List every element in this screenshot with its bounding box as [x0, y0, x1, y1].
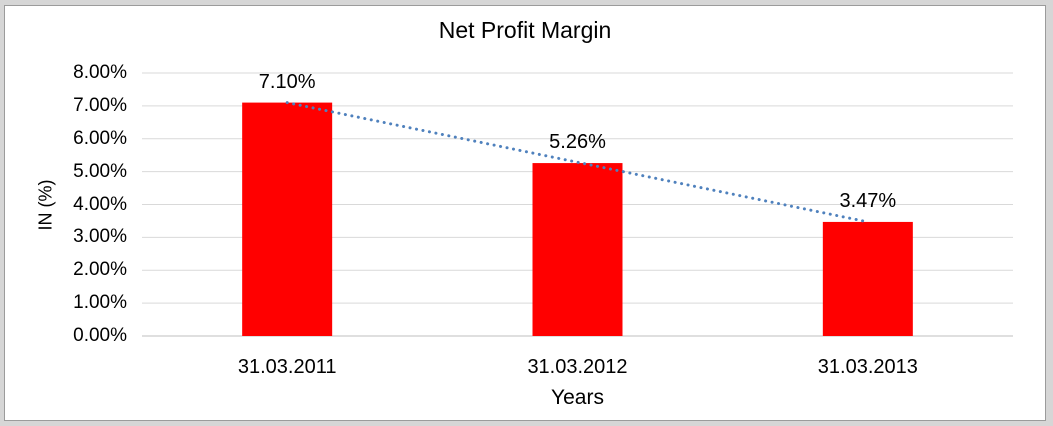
chart-title: Net Profit Margin: [438, 17, 612, 43]
y-tick-label: 5.00%: [73, 160, 127, 182]
x-axis-title: Years: [551, 386, 604, 409]
data-label: 7.10%: [258, 70, 316, 93]
x-tick-label: 31.03.2013: [817, 356, 918, 378]
y-tick-label: 6.00%: [73, 127, 127, 149]
plot-area: [142, 72, 1013, 337]
data-label: 5.26%: [549, 131, 606, 154]
bar-31.03.2013: [822, 221, 913, 336]
label-layer: 0.00% 1.00% 2.00% 3.00% 4.00% 5.00% 6.00% 7.00%…: [5, 6, 1045, 419]
x-tick-label: 31.03.2012: [527, 356, 628, 378]
trendline: [285, 101, 870, 224]
y-tick-label: 7.00%: [73, 94, 127, 116]
y-tick-label: 8.00%: [73, 62, 127, 83]
chart-container: Net Profit Margin IN (%) 0.00% 1.00% 2.00%…: [4, 5, 1046, 421]
y-tick-label: 4.00%: [73, 193, 127, 215]
y-tick-label: 2.00%: [73, 259, 127, 281]
y-tick-label: 1.00%: [73, 292, 127, 314]
y-tick-label: 0.00%: [73, 325, 127, 346]
bar-31.03.2012: [532, 163, 623, 336]
y-tick-label: 3.00%: [73, 226, 127, 248]
bar-31.03.2011: [242, 102, 333, 337]
data-label: 3.47%: [839, 189, 897, 212]
x-tick-label: 31.03.2011: [237, 356, 337, 378]
